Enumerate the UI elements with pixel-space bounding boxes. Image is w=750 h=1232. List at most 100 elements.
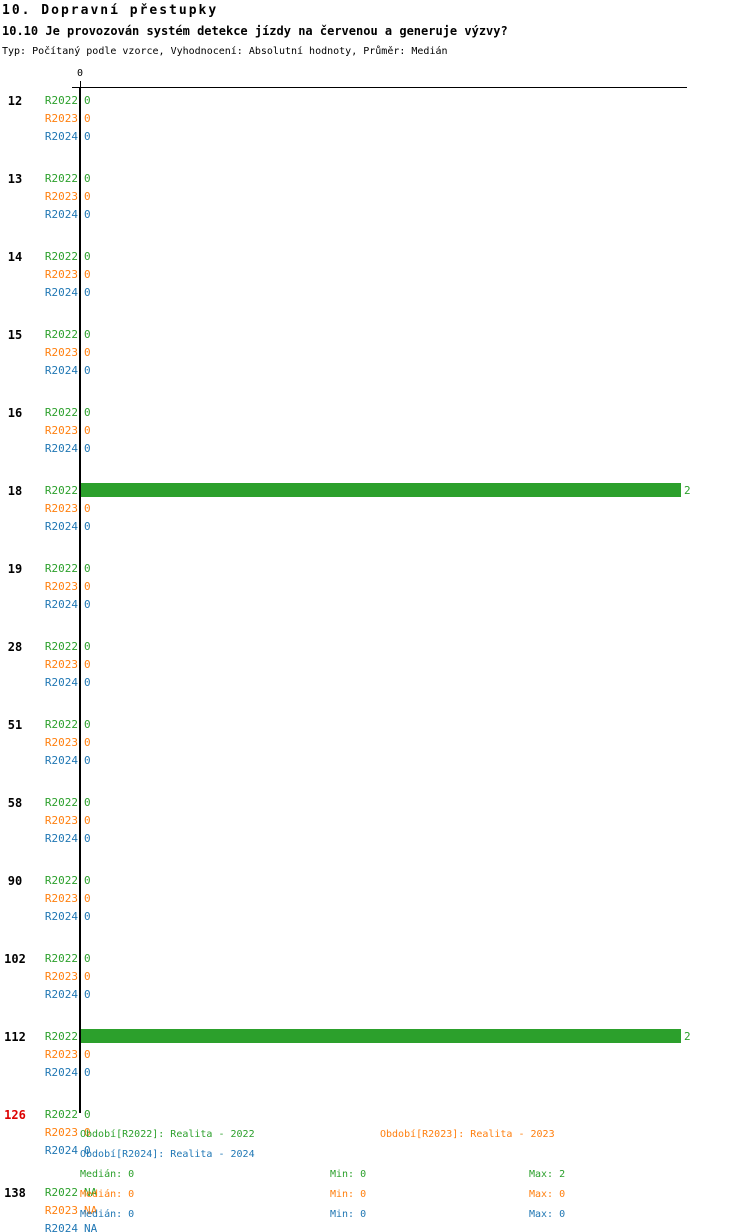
bar-value-label: 0 [84,580,91,593]
bar-value-label: 0 [84,598,91,611]
bar-value-label: 0 [84,814,91,827]
bar-value-label: 0 [84,250,91,263]
bar-segment [81,483,681,497]
series-label: R2023 [44,970,78,983]
bar-value-label: 0 [84,1108,91,1121]
bar-value-label: 0 [84,1066,91,1079]
series-label: R2024 [44,286,78,299]
series-label: R2024 [44,1066,78,1079]
legend-item-r2022: Období[R2022]: Realita - 2022 [80,1129,255,1140]
group-label: 58 [7,796,23,810]
series-label: R2022 [44,874,78,887]
group-label: 126 [4,1108,26,1122]
bar-value-label: 0 [84,970,91,983]
bar-value-label: 0 [84,736,91,749]
bar-value-label: 0 [84,676,91,689]
stat-median-r2022: Medián: 0 [80,1169,135,1180]
series-label: R2022 [44,250,78,263]
bar-value-label: 0 [84,286,91,299]
series-label: R2024 [44,832,78,845]
series-label: R2023 [44,1126,78,1139]
series-label: R2023 [44,814,78,827]
series-label: R2023 [44,736,78,749]
group-label: 18 [7,484,23,498]
series-label: R2023 [44,424,78,437]
bar-value-label: NA [84,1204,98,1217]
group-label: 16 [7,406,23,420]
bar-value-label: 0 [84,172,91,185]
series-label: R2023 [44,268,78,281]
bar-value-label: 0 [84,112,91,125]
bar-value-label: 0 [84,520,91,533]
bar-value-label: 0 [84,94,91,107]
bar-segment [81,1029,681,1043]
bar-value-label: 0 [84,718,91,731]
bar-value-label: 0 [84,424,91,437]
bar-value-label: 0 [84,1144,91,1157]
series-label: R2022 [44,406,78,419]
series-label: R2023 [44,190,78,203]
group-label: 28 [7,640,23,654]
series-label: R2022 [44,484,78,497]
group-label: 90 [7,874,23,888]
group-label: 51 [7,718,23,732]
group-label: 15 [7,328,23,342]
series-label: R2024 [44,598,78,611]
series-label: R2022 [44,172,78,185]
bar-value-label: 0 [84,442,91,455]
stat-median-r2024: Medián: 0 [80,1209,135,1220]
bar-value-label: NA [84,1222,98,1232]
series-label: R2023 [44,892,78,905]
bar-value-label: 0 [84,328,91,341]
bar-value-label: 0 [84,130,91,143]
bar-value-label: 0 [84,1048,91,1061]
series-label: R2024 [44,754,78,767]
series-label: R2022 [44,94,78,107]
stat-median-r2023: Medián: 0 [80,1189,135,1200]
series-label: R2024 [44,1144,78,1157]
stat-max-r2022: Max: 2 [529,1169,566,1180]
question-meta: Typ: Počítaný podle vzorce, Vyhodnocení:… [2,46,448,57]
series-label: R2023 [44,502,78,515]
series-label: R2024 [44,988,78,1001]
series-label: R2024 [44,130,78,143]
series-label: R2022 [44,952,78,965]
group-label: 138 [4,1186,26,1200]
bar-value-label: 0 [84,1126,91,1139]
bar-value-label: 0 [84,832,91,845]
bar-value-label: 0 [84,910,91,923]
bar-value-label: 0 [84,208,91,221]
legend-item-r2023: Období[R2023]: Realita - 2023 [380,1129,555,1140]
bar-value-label: 0 [84,640,91,653]
series-label: R2022 [44,328,78,341]
series-label: R2023 [44,112,78,125]
x-axis-zero-tick-label: 0 [76,68,84,79]
group-label: 112 [4,1030,26,1044]
bar-value-label: 0 [84,190,91,203]
series-label: R2024 [44,364,78,377]
series-label: R2024 [44,520,78,533]
group-label: 13 [7,172,23,186]
series-label: R2022 [44,1108,78,1121]
bar-value-label: 0 [84,346,91,359]
bar-value-label: 0 [84,892,91,905]
series-label: R2022 [44,1186,78,1199]
series-label: R2023 [44,580,78,593]
series-label: R2024 [44,676,78,689]
bar-value-label: 0 [84,502,91,515]
bar-value-label: 0 [84,754,91,767]
bar-value-label: 0 [84,658,91,671]
stat-min-r2023: Min: 0 [330,1189,367,1200]
series-label: R2023 [44,1204,78,1217]
bar-value-label: 0 [84,952,91,965]
series-label: R2024 [44,442,78,455]
x-axis-tick-mark [80,81,81,87]
bar-value-label: 0 [84,268,91,281]
group-label: 14 [7,250,23,264]
stat-min-r2024: Min: 0 [330,1209,367,1220]
page-title: 10. Dopravní přestupky [2,3,219,18]
bar-value-label: 0 [84,796,91,809]
bar-value-label: 2 [684,1030,691,1043]
series-label: R2024 [44,1222,78,1232]
bar-value-label: 0 [84,988,91,1001]
